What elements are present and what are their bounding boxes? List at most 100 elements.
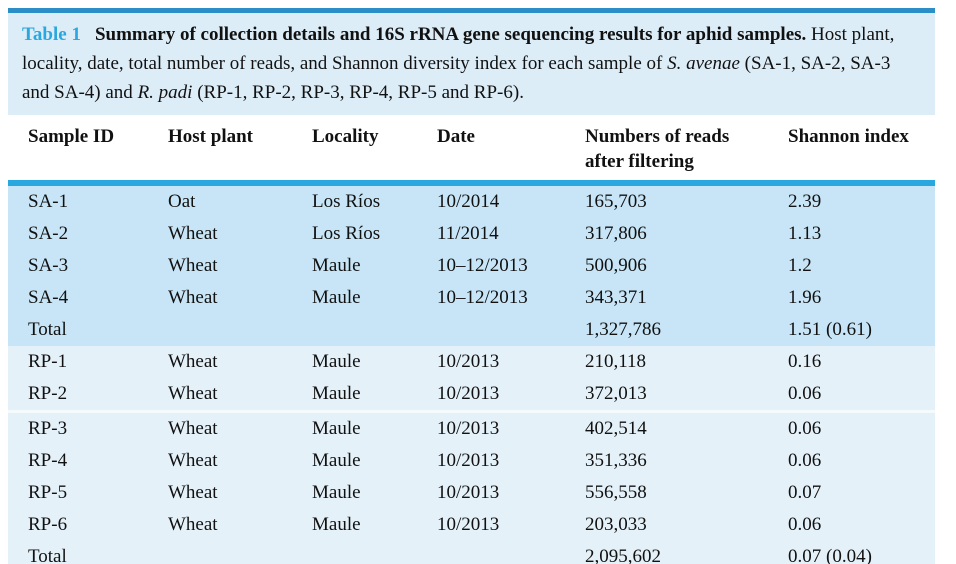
cell-date: 10/2013 bbox=[437, 450, 500, 471]
cell-host-plant: Wheat bbox=[168, 287, 218, 308]
cell-sample-id: RP-3 bbox=[28, 418, 68, 439]
table-row: RP-6 Wheat Maule 10/2013 203,033 0.06 bbox=[28, 509, 935, 541]
cell-shannon: 0.07 (0.04) bbox=[788, 546, 872, 564]
cell-shannon: 0.06 bbox=[788, 450, 822, 471]
cell-locality: Maule bbox=[312, 514, 361, 535]
cell-sample-id: RP-4 bbox=[28, 450, 68, 471]
cell-reads: 500,906 bbox=[585, 255, 647, 276]
caption-description-1: Host plant, locality, date, total number… bbox=[22, 24, 895, 74]
table-row: SA-3 Wheat Maule 10–12/2013 500,906 1.2 bbox=[28, 250, 935, 282]
cell-host-plant: Wheat bbox=[168, 418, 218, 439]
rp-samples-band-upper: RP-1 Wheat Maule 10/2013 210,118 0.16 RP… bbox=[8, 346, 935, 410]
table-total-row: Total 1,327,786 1.51 (0.61) bbox=[28, 314, 935, 346]
table-number-label: Table 1 bbox=[22, 24, 81, 45]
cell-host-plant: Wheat bbox=[168, 255, 218, 276]
cell-sample-id: SA-4 bbox=[28, 287, 69, 308]
cell-reads: 2,095,602 bbox=[585, 546, 661, 564]
cell-date: 10–12/2013 bbox=[437, 255, 528, 276]
table-caption-panel: Table 1 Summary of collection details and… bbox=[8, 8, 935, 115]
cell-reads: 343,371 bbox=[585, 287, 647, 308]
cell-host-plant: Wheat bbox=[168, 450, 218, 471]
cell-sample-id: Total bbox=[28, 546, 67, 564]
cell-date: 10/2013 bbox=[437, 514, 500, 535]
table-row: RP-3 Wheat Maule 10/2013 402,514 0.06 bbox=[28, 413, 935, 445]
cell-shannon: 1.51 (0.61) bbox=[788, 319, 872, 340]
cell-sample-id: RP-5 bbox=[28, 482, 68, 503]
header-divider-rule bbox=[8, 180, 935, 186]
cell-sample-id: SA-1 bbox=[28, 191, 69, 212]
cell-reads: 402,514 bbox=[585, 418, 647, 439]
cell-date: 10/2013 bbox=[437, 482, 500, 503]
cell-host-plant: Wheat bbox=[168, 351, 218, 372]
cell-host-plant: Wheat bbox=[168, 514, 218, 535]
cell-reads: 203,033 bbox=[585, 514, 647, 535]
cell-locality: Maule bbox=[312, 418, 361, 439]
cell-sample-id: SA-2 bbox=[28, 223, 69, 244]
table-header-row: Sample ID Host plant Locality Date Numbe… bbox=[8, 115, 935, 180]
caption-species-1: S. avenae bbox=[667, 53, 740, 74]
table-row: SA-2 Wheat Los Ríos 11/2014 317,806 1.13 bbox=[28, 218, 935, 250]
cell-locality bbox=[312, 541, 437, 564]
cell-reads: 317,806 bbox=[585, 223, 647, 244]
cell-sample-id: Total bbox=[28, 319, 67, 340]
cell-shannon: 1.96 bbox=[788, 287, 822, 308]
cell-shannon: 2.39 bbox=[788, 191, 822, 212]
cell-date: 10/2013 bbox=[437, 351, 500, 372]
cell-date: 11/2014 bbox=[437, 223, 499, 244]
column-header-sample-id: Sample ID bbox=[28, 126, 115, 147]
column-header-date: Date bbox=[437, 126, 475, 147]
cell-locality bbox=[312, 314, 437, 346]
cell-host-plant bbox=[168, 541, 312, 564]
column-header-reads-line1: Numbers of reads bbox=[585, 126, 730, 147]
caption-description-2: (SA-1, SA-2, SA-3 and SA-4) and bbox=[22, 53, 891, 103]
cell-shannon: 0.16 bbox=[788, 351, 822, 372]
cell-host-plant: Oat bbox=[168, 191, 196, 212]
cell-date bbox=[437, 314, 585, 346]
cell-date: 10/2013 bbox=[437, 383, 500, 404]
cell-date bbox=[437, 541, 585, 564]
cell-date: 10/2014 bbox=[437, 191, 500, 212]
cell-sample-id: RP-6 bbox=[28, 514, 68, 535]
cell-sample-id: SA-3 bbox=[28, 255, 69, 276]
table-row: RP-4 Wheat Maule 10/2013 351,336 0.06 bbox=[28, 445, 935, 477]
cell-reads: 372,013 bbox=[585, 383, 647, 404]
table-row: RP-2 Wheat Maule 10/2013 372,013 0.06 bbox=[28, 378, 935, 410]
cell-host-plant bbox=[168, 314, 312, 346]
caption-description-3: (RP-1, RP-2, RP-3, RP-4, RP-5 and RP-6). bbox=[192, 82, 524, 103]
cell-date: 10/2013 bbox=[437, 418, 500, 439]
column-header-reads: Numbers of reads after filtering bbox=[585, 124, 788, 174]
cell-shannon: 0.06 bbox=[788, 418, 822, 439]
table-row: RP-1 Wheat Maule 10/2013 210,118 0.16 bbox=[28, 346, 935, 378]
cell-reads: 165,703 bbox=[585, 191, 647, 212]
caption-title: Summary of collection details and 16S rR… bbox=[94, 24, 807, 45]
cell-locality: Los Ríos bbox=[312, 191, 381, 212]
table-row: SA-4 Wheat Maule 10–12/2013 343,371 1.96 bbox=[28, 282, 935, 314]
cell-shannon: 1.13 bbox=[788, 223, 822, 244]
cell-locality: Maule bbox=[312, 287, 361, 308]
cell-sample-id: RP-1 bbox=[28, 351, 68, 372]
cell-reads: 210,118 bbox=[585, 351, 647, 372]
cell-shannon: 0.06 bbox=[788, 383, 822, 404]
cell-date: 10–12/2013 bbox=[437, 287, 528, 308]
cell-locality: Los Ríos bbox=[312, 223, 381, 244]
column-header-locality: Locality bbox=[312, 126, 379, 147]
column-header-shannon-index: Shannon index bbox=[788, 126, 909, 147]
table-row: SA-1 Oat Los Ríos 10/2014 165,703 2.39 bbox=[28, 186, 935, 218]
cell-shannon: 1.2 bbox=[788, 255, 812, 276]
sa-samples-band: SA-1 Oat Los Ríos 10/2014 165,703 2.39 S… bbox=[8, 186, 935, 346]
cell-locality: Maule bbox=[312, 450, 361, 471]
column-header-reads-line2: after filtering bbox=[585, 151, 694, 172]
cell-shannon: 0.06 bbox=[788, 514, 822, 535]
cell-reads: 556,558 bbox=[585, 482, 647, 503]
rp-samples-band-lower: RP-3 Wheat Maule 10/2013 402,514 0.06 RP… bbox=[8, 413, 935, 564]
cell-sample-id: RP-2 bbox=[28, 383, 68, 404]
cell-locality: Maule bbox=[312, 351, 361, 372]
cell-locality: Maule bbox=[312, 482, 361, 503]
cell-reads: 351,336 bbox=[585, 450, 647, 471]
cell-locality: Maule bbox=[312, 255, 361, 276]
cell-host-plant: Wheat bbox=[168, 223, 218, 244]
caption-species-2: R. padi bbox=[137, 82, 193, 103]
column-header-host-plant: Host plant bbox=[168, 126, 253, 147]
cell-host-plant: Wheat bbox=[168, 482, 218, 503]
